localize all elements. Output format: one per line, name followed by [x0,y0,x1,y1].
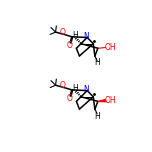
Text: H: H [94,112,100,121]
Text: O: O [66,41,72,50]
Text: O: O [66,94,72,103]
Text: OH: OH [104,96,116,105]
Text: O: O [60,28,66,37]
Polygon shape [98,100,106,102]
Text: N: N [83,85,89,94]
Text: OH: OH [104,43,116,52]
Text: H: H [72,31,78,40]
Text: H: H [72,84,78,93]
Text: H: H [94,58,100,67]
Text: O: O [60,81,66,90]
Text: N: N [83,32,89,41]
